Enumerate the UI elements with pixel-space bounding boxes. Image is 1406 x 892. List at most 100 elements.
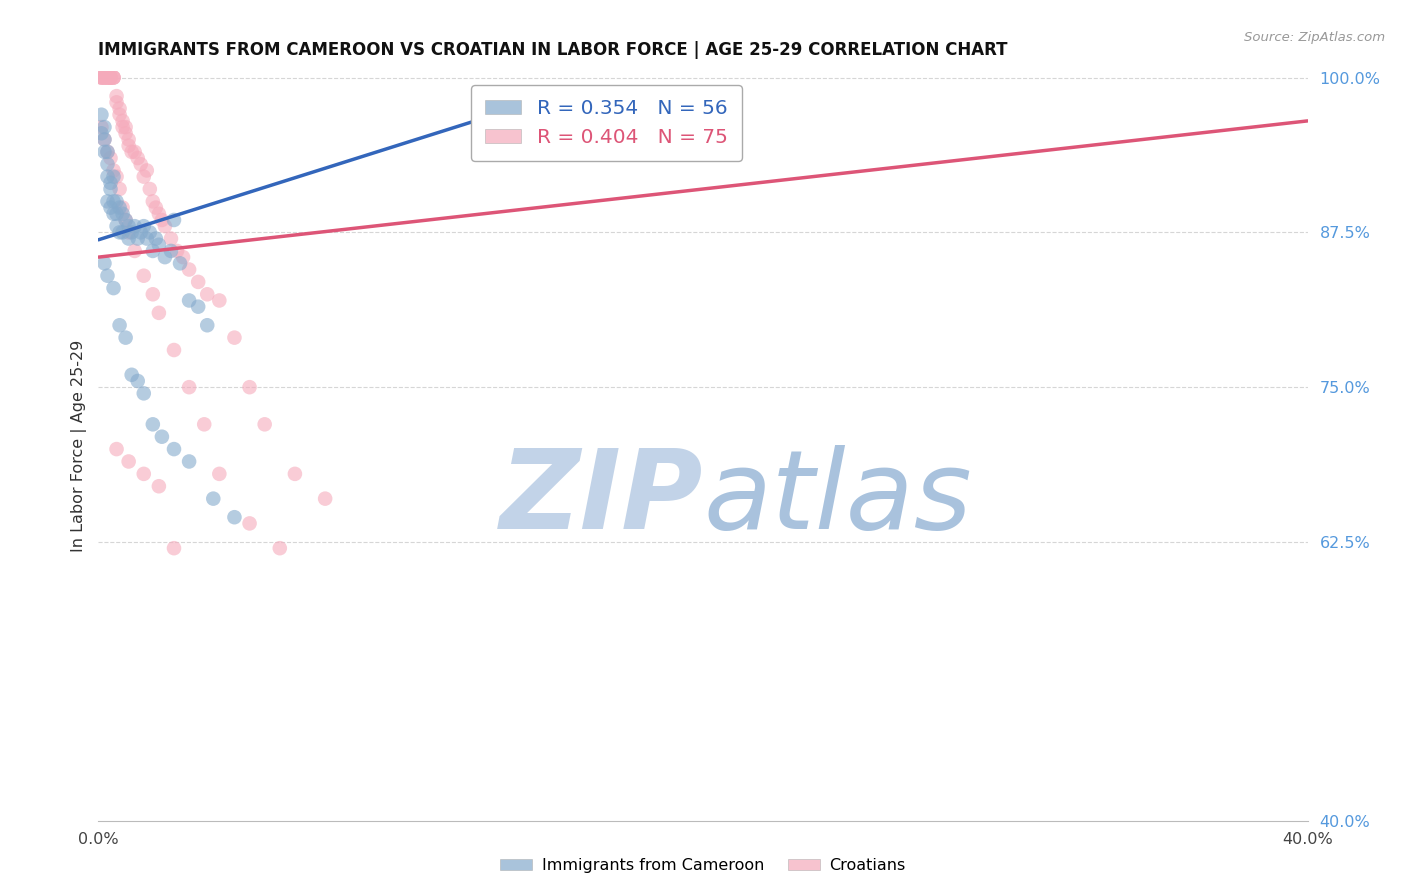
Point bbox=[118, 219, 141, 234]
Point bbox=[90, 108, 112, 122]
Point bbox=[187, 300, 209, 314]
Point bbox=[100, 151, 122, 165]
Point bbox=[169, 256, 191, 270]
Point bbox=[103, 194, 125, 209]
Point bbox=[148, 306, 170, 320]
Point bbox=[103, 70, 125, 85]
Point bbox=[93, 70, 115, 85]
Point bbox=[90, 70, 112, 85]
Point bbox=[132, 219, 155, 234]
Point bbox=[148, 237, 170, 252]
Point bbox=[93, 132, 115, 146]
Point bbox=[118, 138, 141, 153]
Point bbox=[132, 268, 155, 283]
Point bbox=[114, 213, 136, 227]
Point bbox=[96, 169, 118, 184]
Point bbox=[121, 225, 143, 239]
Point bbox=[124, 145, 146, 159]
Point bbox=[121, 145, 143, 159]
Point bbox=[103, 163, 125, 178]
Point bbox=[93, 70, 115, 85]
Point bbox=[103, 281, 125, 295]
Point bbox=[121, 368, 143, 382]
Y-axis label: In Labor Force | Age 25-29: In Labor Force | Age 25-29 bbox=[72, 340, 87, 552]
Point bbox=[142, 244, 165, 258]
Point bbox=[93, 132, 115, 146]
Point bbox=[142, 417, 165, 432]
Point bbox=[172, 250, 194, 264]
Point bbox=[105, 89, 128, 103]
Point bbox=[114, 213, 136, 227]
Point bbox=[111, 201, 134, 215]
Point bbox=[179, 293, 201, 308]
Point bbox=[93, 120, 115, 134]
Point bbox=[103, 70, 125, 85]
Legend: R = 0.354   N = 56, R = 0.404   N = 75: R = 0.354 N = 56, R = 0.404 N = 75 bbox=[471, 85, 742, 161]
Point bbox=[108, 102, 131, 116]
Point bbox=[150, 430, 173, 444]
Point bbox=[96, 70, 118, 85]
Point bbox=[253, 417, 276, 432]
Point bbox=[118, 231, 141, 245]
Point bbox=[163, 343, 186, 357]
Point bbox=[105, 95, 128, 110]
Point bbox=[145, 201, 167, 215]
Point bbox=[142, 287, 165, 301]
Point bbox=[105, 207, 128, 221]
Point bbox=[108, 182, 131, 196]
Point bbox=[90, 70, 112, 85]
Point bbox=[139, 182, 162, 196]
Point bbox=[239, 516, 262, 531]
Point bbox=[153, 250, 176, 264]
Point bbox=[114, 126, 136, 140]
Text: Source: ZipAtlas.com: Source: ZipAtlas.com bbox=[1244, 31, 1385, 45]
Point bbox=[127, 374, 149, 388]
Point bbox=[153, 219, 176, 234]
Point bbox=[96, 194, 118, 209]
Point bbox=[105, 442, 128, 456]
Point bbox=[269, 541, 291, 556]
Point bbox=[96, 145, 118, 159]
Point bbox=[142, 194, 165, 209]
Point bbox=[224, 331, 246, 345]
Point bbox=[105, 219, 128, 234]
Point bbox=[96, 268, 118, 283]
Point bbox=[96, 70, 118, 85]
Point bbox=[118, 132, 141, 146]
Point bbox=[93, 256, 115, 270]
Point bbox=[105, 169, 128, 184]
Point bbox=[105, 194, 128, 209]
Point bbox=[90, 70, 112, 85]
Text: ZIP: ZIP bbox=[499, 445, 703, 552]
Point bbox=[129, 225, 152, 239]
Point bbox=[103, 207, 125, 221]
Point bbox=[100, 70, 122, 85]
Point bbox=[187, 275, 209, 289]
Point bbox=[132, 467, 155, 481]
Point bbox=[132, 169, 155, 184]
Point bbox=[160, 244, 183, 258]
Point bbox=[96, 157, 118, 171]
Point bbox=[224, 510, 246, 524]
Point bbox=[145, 231, 167, 245]
Point bbox=[160, 231, 183, 245]
Point bbox=[93, 145, 115, 159]
Point bbox=[135, 163, 157, 178]
Point bbox=[179, 262, 201, 277]
Point bbox=[103, 169, 125, 184]
Point bbox=[90, 120, 112, 134]
Point bbox=[284, 467, 307, 481]
Legend: Immigrants from Cameroon, Croatians: Immigrants from Cameroon, Croatians bbox=[494, 852, 912, 880]
Point bbox=[96, 145, 118, 159]
Point bbox=[179, 380, 201, 394]
Point bbox=[163, 541, 186, 556]
Point bbox=[100, 182, 122, 196]
Point bbox=[148, 479, 170, 493]
Point bbox=[150, 213, 173, 227]
Point bbox=[118, 225, 141, 239]
Point bbox=[108, 225, 131, 239]
Point bbox=[100, 70, 122, 85]
Point bbox=[114, 331, 136, 345]
Point bbox=[129, 157, 152, 171]
Point bbox=[239, 380, 262, 394]
